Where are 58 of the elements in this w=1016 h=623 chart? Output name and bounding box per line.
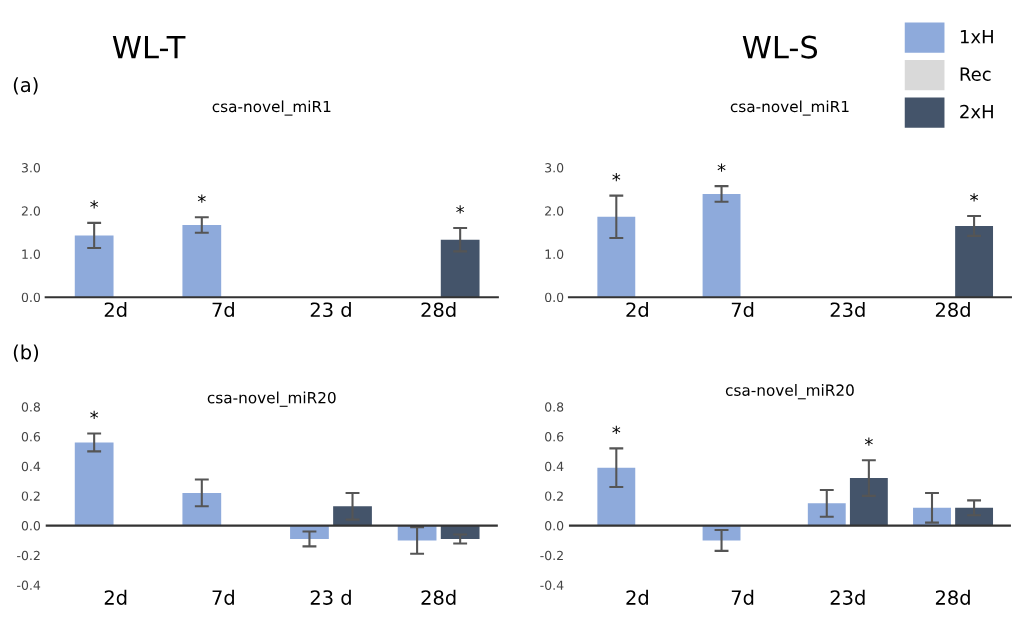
data-label: * [612,425,621,434]
legend-label: Rec [960,67,991,81]
text: WL-T [112,35,186,59]
text: WL-S [742,35,818,59]
legend-label: 2xH [960,104,993,119]
x-tick-label: 23d [830,302,865,318]
y-tick-label: 0.2 [545,491,563,501]
y-tick-label: -0.2 [540,550,563,561]
x-tick-label: 28d [421,589,456,605]
legend-label: 1xH [960,30,993,44]
y-tick-label: 0.6 [545,431,564,442]
data-label: * [612,172,621,182]
y-tick-label: 0.0 [21,292,41,303]
y-tick-label: 0.4 [21,461,41,472]
y-tick-label: 2.0 [545,206,564,216]
y-tick-label: 1.0 [545,249,564,259]
x-tick-label: 23d [830,589,865,605]
y-tick-label: 0.4 [545,461,564,472]
chart-title: csa-novel_miR20 [725,384,854,400]
y-tick-label: 0.0 [545,292,564,303]
data-label: * [717,163,726,172]
x-tick-label: 7d [212,589,234,605]
data-label: * [456,205,465,214]
x-tick-label: 7d [212,302,234,318]
x-tick-label: 2d [104,589,127,605]
y-tick-label: -0.4 [17,580,41,590]
y-tick-label: -0.2 [17,550,40,561]
text: (b) [13,344,39,362]
chart-title: csa-novel_miR1 [730,100,849,116]
x-tick-label: 7d [731,302,754,318]
data-label: * [864,437,873,446]
text: (a) [13,77,38,95]
y-tick-label: 3.0 [21,163,41,173]
x-tick-label: 23 d [310,302,351,318]
x-tick-label: 2d [104,302,127,318]
x-tick-label: 28d [421,302,456,318]
y-tick-label: 3.0 [545,163,564,173]
y-tick-label: 1.0 [22,249,41,259]
y-tick-label: -0.4 [540,580,564,590]
data-label: * [90,200,99,209]
y-tick-label: 0.0 [545,521,564,531]
x-tick-label: 28d [935,302,970,318]
x-tick-label: 2d [626,589,648,605]
data-label: * [197,194,206,203]
y-tick-label: 0.0 [21,521,41,531]
data-label: * [90,410,99,420]
x-tick-label: 28d [935,589,970,605]
chart-title: csa-novel_miR20 [207,391,336,407]
y-tick-label: 0.8 [545,402,564,412]
y-tick-label: 0.2 [21,491,40,501]
x-tick-label: 23 d [310,589,351,605]
x-tick-label: 7d [731,589,754,605]
chart-title: csa-novel_miR1 [212,100,331,116]
y-tick-label: 0.8 [21,402,40,412]
y-tick-label: 2.0 [21,206,41,216]
y-tick-label: 0.6 [21,431,41,442]
x-tick-label: 2d [626,302,648,318]
data-label: * [970,193,979,202]
